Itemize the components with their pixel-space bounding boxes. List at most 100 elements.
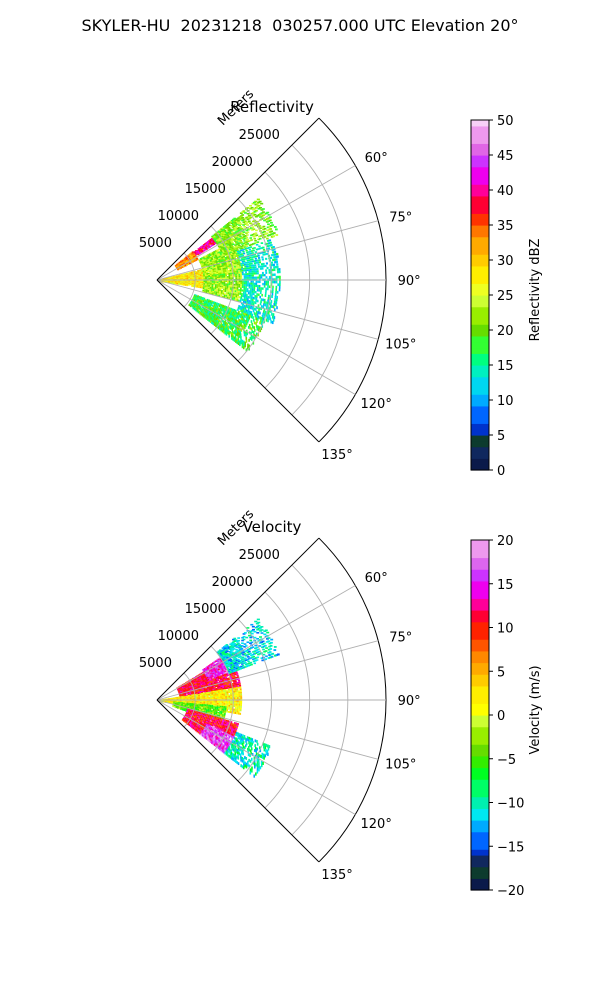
echo-cell	[256, 328, 258, 331]
echo-cell	[250, 662, 252, 664]
echo-cell	[267, 223, 270, 225]
echo-cell	[242, 665, 244, 667]
echo-cell	[229, 701, 231, 703]
echo-cell	[264, 645, 267, 647]
echo-cell	[263, 654, 266, 656]
echo-cell	[245, 271, 247, 273]
echo-cell	[276, 253, 278, 255]
echo-cell	[237, 271, 239, 273]
echo-cell	[242, 284, 244, 286]
echo-cell	[237, 282, 239, 284]
echo-cell	[239, 704, 241, 706]
echo-cell	[231, 242, 233, 244]
echo-cell	[245, 337, 247, 340]
echo-cell	[217, 680, 219, 682]
colorbar-segment	[471, 237, 489, 243]
echo-cell	[238, 272, 240, 274]
echo-cell	[235, 284, 237, 286]
echo-cell	[264, 283, 266, 285]
echo-cell	[237, 702, 239, 704]
echo-cell	[250, 271, 252, 273]
echo-cell	[244, 284, 246, 286]
echo-cell	[237, 277, 239, 279]
echo-cell	[260, 287, 262, 289]
echo-cell	[259, 207, 262, 209]
echo-cell	[225, 273, 227, 275]
echo-cell	[260, 303, 262, 306]
echo-cell	[202, 301, 204, 303]
echo-cell	[265, 272, 267, 274]
echo-cell	[257, 277, 259, 279]
echo-cell	[254, 264, 256, 266]
echo-cell	[229, 281, 231, 283]
echo-cell	[226, 711, 228, 713]
echo-cell	[256, 659, 259, 661]
echo-cell	[237, 640, 240, 642]
echo-cell	[251, 316, 253, 319]
echo-cell	[242, 656, 245, 658]
echo-cell	[248, 326, 250, 329]
colorbar-segment	[471, 289, 489, 295]
echo-cell	[249, 653, 252, 655]
echo-cell	[222, 310, 224, 312]
echo-cell	[253, 293, 255, 295]
echo-cell	[221, 312, 223, 314]
echo-cell	[254, 321, 256, 324]
echo-cell	[244, 662, 246, 664]
echo-cell	[244, 281, 246, 283]
echo-cell	[266, 319, 268, 322]
echo-cell	[240, 695, 242, 697]
echo-cell	[245, 288, 247, 290]
echo-cell	[224, 702, 226, 704]
echo-cell	[257, 649, 260, 651]
echo-cell	[271, 653, 274, 655]
echo-cell	[201, 287, 203, 289]
echo-cell	[258, 645, 261, 647]
echo-cell	[240, 270, 242, 272]
echo-cell	[274, 308, 276, 311]
echo-cell	[247, 243, 249, 245]
echo-cell	[237, 274, 239, 276]
echo-cell	[200, 275, 202, 277]
echo-cell	[244, 286, 246, 288]
echo-cell	[227, 285, 229, 287]
range-tick-label: 15000	[185, 182, 226, 197]
echo-cell	[254, 201, 257, 203]
echo-cell	[256, 325, 258, 328]
echo-cell	[264, 285, 266, 287]
echo-cell	[227, 700, 229, 702]
echo-cell	[233, 638, 236, 640]
colorbar-segment	[471, 260, 489, 266]
echo-cell	[230, 277, 232, 279]
echo-cell	[240, 282, 242, 284]
echo-cell	[230, 659, 232, 661]
echo-cell	[229, 282, 231, 284]
echo-cell	[225, 696, 227, 698]
echo-cell	[267, 283, 269, 285]
echo-cell	[234, 284, 236, 286]
echo-cell	[276, 296, 278, 299]
colorbar-segment	[471, 388, 489, 394]
echo-cell	[279, 281, 281, 284]
echo-cell	[228, 227, 231, 229]
echo-cell	[268, 295, 270, 298]
echo-cell	[246, 246, 248, 248]
echo-cell	[230, 271, 232, 273]
echo-cell	[249, 283, 251, 285]
colorbar-label: Reflectivity dBZ	[528, 239, 543, 342]
echo-cell	[228, 286, 230, 288]
echo-cell	[196, 259, 198, 261]
echo-cell	[226, 269, 228, 271]
echo-cell	[240, 706, 242, 708]
echo-cell	[229, 285, 231, 287]
echo-cell	[273, 269, 275, 271]
echo-cell	[265, 647, 268, 649]
colorbar-tick-label: 35	[497, 219, 514, 234]
echo-cell	[230, 697, 232, 699]
echo-cell	[248, 339, 250, 342]
echo-cell	[240, 286, 242, 288]
colorbar-segment	[471, 138, 489, 144]
echo-cell	[225, 700, 227, 702]
colorbar-segment	[471, 371, 489, 377]
echo-cell	[230, 702, 232, 704]
